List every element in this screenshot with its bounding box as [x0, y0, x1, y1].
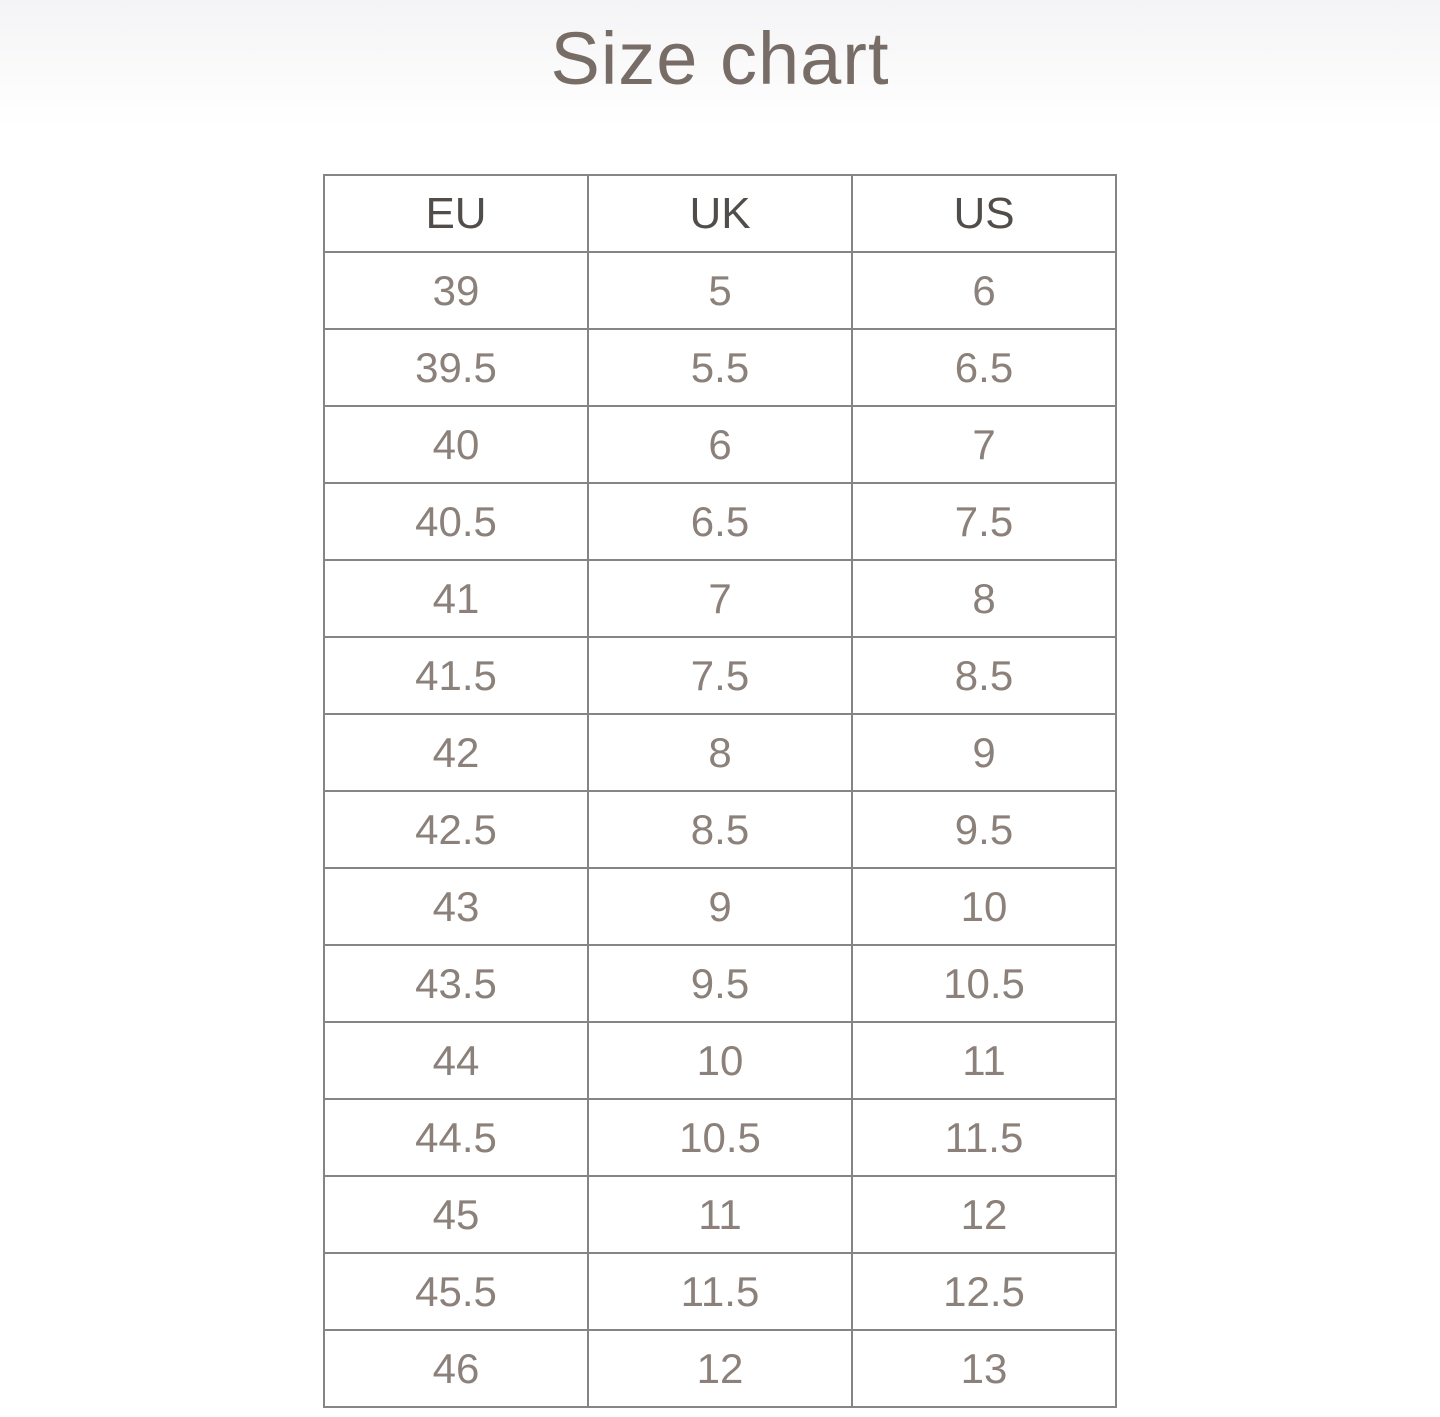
- size-cell-us: 12: [851, 1175, 1117, 1254]
- table-row: 45.5 11.5 12.5: [323, 1252, 1117, 1331]
- size-cell-us: 9: [851, 713, 1117, 792]
- table-row: 46 12 13: [323, 1329, 1117, 1408]
- size-cell-us: 11: [851, 1021, 1117, 1100]
- size-cell-eu: 41: [323, 559, 589, 638]
- size-cell-eu: 39: [323, 251, 589, 330]
- size-cell-us: 10: [851, 867, 1117, 946]
- table-row: 40 6 7: [323, 405, 1117, 484]
- size-cell-us: 7.5: [851, 482, 1117, 561]
- size-cell-eu: 45.5: [323, 1252, 589, 1331]
- table-row: 43.5 9.5 10.5: [323, 944, 1117, 1023]
- table-row: 40.5 6.5 7.5: [323, 482, 1117, 561]
- size-cell-uk: 6: [587, 405, 853, 484]
- column-header-uk: UK: [587, 174, 853, 253]
- size-cell-us: 7: [851, 405, 1117, 484]
- size-cell-us: 10.5: [851, 944, 1117, 1023]
- table-row: 45 11 12: [323, 1175, 1117, 1254]
- table-row: 44.5 10.5 11.5: [323, 1098, 1117, 1177]
- size-cell-uk: 8: [587, 713, 853, 792]
- column-header-us: US: [851, 174, 1117, 253]
- table-body: 39 5 6 39.5 5.5 6.5 40 6 7 40.5 6.5 7.5 41 7 8 41.5 7.5 8…: [323, 251, 1117, 1408]
- size-cell-us: 8.5: [851, 636, 1117, 715]
- table-row: 41.5 7.5 8.5: [323, 636, 1117, 715]
- column-header-eu: EU: [323, 174, 589, 253]
- size-cell-uk: 10: [587, 1021, 853, 1100]
- size-cell-uk: 12: [587, 1329, 853, 1408]
- size-cell-eu: 40.5: [323, 482, 589, 561]
- table-header: EU UK US: [323, 174, 1117, 253]
- size-cell-eu: 40: [323, 405, 589, 484]
- table-row: 44 10 11: [323, 1021, 1117, 1100]
- size-cell-us: 6: [851, 251, 1117, 330]
- size-cell-uk: 11: [587, 1175, 853, 1254]
- size-cell-uk: 8.5: [587, 790, 853, 869]
- size-cell-uk: 5.5: [587, 328, 853, 407]
- size-cell-us: 9.5: [851, 790, 1117, 869]
- size-cell-eu: 43.5: [323, 944, 589, 1023]
- page-title: Size chart: [550, 17, 890, 100]
- size-conversion-table: EU UK US 39 5 6 39.5 5.5 6.5 40 6 7 40.5 6.5 7.5 41 7 8 4…: [323, 174, 1117, 1408]
- size-cell-eu: 42: [323, 713, 589, 792]
- size-cell-uk: 11.5: [587, 1252, 853, 1331]
- size-cell-eu: 43: [323, 867, 589, 946]
- size-cell-eu: 39.5: [323, 328, 589, 407]
- size-cell-us: 12.5: [851, 1252, 1117, 1331]
- size-cell-us: 13: [851, 1329, 1117, 1408]
- table-row: 39.5 5.5 6.5: [323, 328, 1117, 407]
- size-cell-eu: 41.5: [323, 636, 589, 715]
- table-row: 41 7 8: [323, 559, 1117, 638]
- size-cell-eu: 46: [323, 1329, 589, 1408]
- size-cell-uk: 7: [587, 559, 853, 638]
- size-cell-eu: 45: [323, 1175, 589, 1254]
- table-row: 42 8 9: [323, 713, 1117, 792]
- table-row: 39 5 6: [323, 251, 1117, 330]
- size-cell-us: 6.5: [851, 328, 1117, 407]
- size-cell-uk: 7.5: [587, 636, 853, 715]
- size-cell-us: 11.5: [851, 1098, 1117, 1177]
- size-cell-eu: 44: [323, 1021, 589, 1100]
- table-row: 42.5 8.5 9.5: [323, 790, 1117, 869]
- size-cell-eu: 42.5: [323, 790, 589, 869]
- table-header-row: EU UK US: [323, 174, 1117, 253]
- size-cell-uk: 6.5: [587, 482, 853, 561]
- size-cell-uk: 9: [587, 867, 853, 946]
- size-cell-us: 8: [851, 559, 1117, 638]
- size-cell-uk: 5: [587, 251, 853, 330]
- table-row: 43 9 10: [323, 867, 1117, 946]
- size-cell-uk: 10.5: [587, 1098, 853, 1177]
- size-cell-uk: 9.5: [587, 944, 853, 1023]
- size-cell-eu: 44.5: [323, 1098, 589, 1177]
